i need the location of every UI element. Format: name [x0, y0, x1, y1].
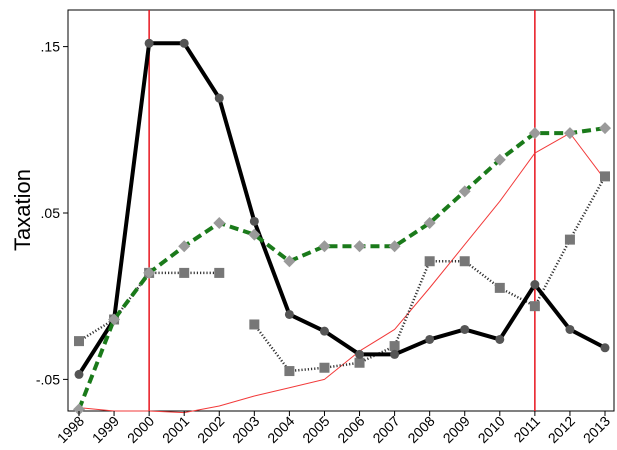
data-point	[530, 280, 540, 290]
data-point	[423, 216, 436, 229]
data-point	[179, 267, 190, 278]
x-tick-label: 2010	[475, 413, 508, 446]
data-point	[73, 403, 85, 416]
data-point	[424, 256, 435, 267]
data-point	[144, 38, 154, 48]
series-line	[77, 126, 606, 411]
x-tick-label: 2007	[369, 413, 402, 446]
data-point	[214, 93, 224, 103]
data-point	[353, 240, 366, 253]
x-tick-label: 2000	[124, 413, 157, 446]
data-point	[458, 185, 471, 198]
x-axis: 1998 1999 2000 2001 2002 2003 2004 2005 2006 2007…	[54, 411, 613, 446]
data-point	[564, 234, 575, 245]
data-point	[248, 228, 261, 241]
data-point	[425, 334, 435, 344]
x-tick-label: 2008	[404, 413, 437, 446]
data-point	[599, 122, 611, 135]
data-point	[143, 266, 156, 279]
data-point	[460, 324, 470, 334]
data-point	[355, 349, 365, 359]
data-point	[214, 267, 225, 278]
x-tick-label: 1998	[54, 413, 87, 446]
data-point	[319, 362, 330, 373]
y-tick-label: .05	[41, 205, 61, 221]
x-tick-label: 2012	[545, 413, 578, 446]
data-point	[74, 336, 84, 347]
x-tick-label: 2013	[580, 413, 613, 446]
x-tick-label: 2006	[334, 413, 367, 446]
data-point	[494, 282, 505, 293]
y-tick-label: -.05	[36, 371, 60, 387]
data-point	[459, 256, 470, 267]
data-point	[179, 38, 189, 48]
data-point	[390, 349, 400, 359]
data-point	[565, 324, 575, 334]
series-1	[78, 132, 606, 414]
data-point	[74, 369, 84, 379]
data-point	[249, 319, 260, 330]
plot-frame	[67, 9, 615, 412]
x-tick-label: 2011	[510, 413, 543, 446]
data-point	[563, 127, 576, 140]
data-point	[108, 313, 121, 326]
x-tick-label: 2001	[159, 413, 192, 446]
data-point	[495, 334, 505, 344]
y-axis-title: Taxation	[10, 169, 35, 251]
x-tick-label: 1999	[89, 413, 122, 446]
data-point	[283, 255, 296, 268]
data-point	[388, 240, 401, 253]
data-point	[493, 153, 506, 166]
data-point	[249, 216, 259, 226]
series-layer	[73, 38, 611, 416]
data-point	[319, 326, 329, 336]
reference-lines	[148, 10, 536, 411]
data-point	[600, 343, 610, 353]
data-point	[178, 240, 191, 253]
data-point	[600, 171, 610, 182]
y-axis: -.05 .05 .15	[36, 39, 68, 387]
x-tick-label: 2005	[299, 413, 332, 446]
x-tick-label: 2003	[229, 413, 262, 446]
series-4	[73, 122, 611, 416]
x-tick-label: 2009	[440, 413, 473, 446]
x-tick-label: 2002	[194, 413, 227, 446]
data-point	[389, 341, 400, 352]
data-point	[284, 309, 294, 319]
data-point	[284, 366, 295, 377]
data-point	[213, 216, 226, 229]
data-point	[529, 301, 540, 312]
series-line	[78, 132, 606, 414]
data-point	[354, 357, 365, 368]
y-tick-label: .15	[41, 39, 61, 55]
x-tick-label: 2004	[264, 413, 297, 446]
series-line	[77, 41, 606, 376]
data-point	[528, 127, 541, 140]
data-point	[318, 240, 331, 253]
